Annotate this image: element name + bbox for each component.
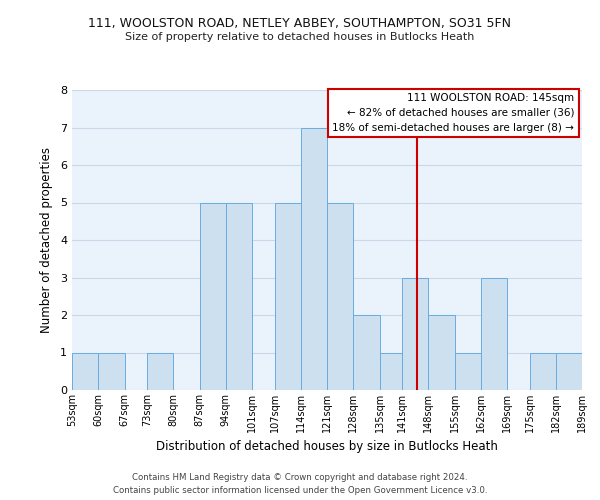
Bar xyxy=(402,278,428,390)
Bar xyxy=(380,352,402,390)
Bar xyxy=(481,278,507,390)
Bar xyxy=(327,202,353,390)
Text: Contains HM Land Registry data © Crown copyright and database right 2024.: Contains HM Land Registry data © Crown c… xyxy=(132,472,468,482)
Text: 111 WOOLSTON ROAD: 145sqm
← 82% of detached houses are smaller (36)
18% of semi-: 111 WOOLSTON ROAD: 145sqm ← 82% of detac… xyxy=(332,93,574,132)
Bar xyxy=(428,315,455,390)
Text: Size of property relative to detached houses in Butlocks Heath: Size of property relative to detached ho… xyxy=(125,32,475,42)
Bar xyxy=(199,202,226,390)
Bar xyxy=(530,352,556,390)
Bar xyxy=(301,128,327,390)
Bar xyxy=(147,352,173,390)
Bar xyxy=(72,352,98,390)
Y-axis label: Number of detached properties: Number of detached properties xyxy=(40,147,53,333)
Text: Contains public sector information licensed under the Open Government Licence v3: Contains public sector information licen… xyxy=(113,486,487,495)
Bar xyxy=(455,352,481,390)
Bar xyxy=(226,202,252,390)
Bar xyxy=(98,352,125,390)
X-axis label: Distribution of detached houses by size in Butlocks Heath: Distribution of detached houses by size … xyxy=(156,440,498,454)
Text: 111, WOOLSTON ROAD, NETLEY ABBEY, SOUTHAMPTON, SO31 5FN: 111, WOOLSTON ROAD, NETLEY ABBEY, SOUTHA… xyxy=(89,18,511,30)
Bar xyxy=(353,315,380,390)
Bar xyxy=(275,202,301,390)
Bar xyxy=(556,352,582,390)
